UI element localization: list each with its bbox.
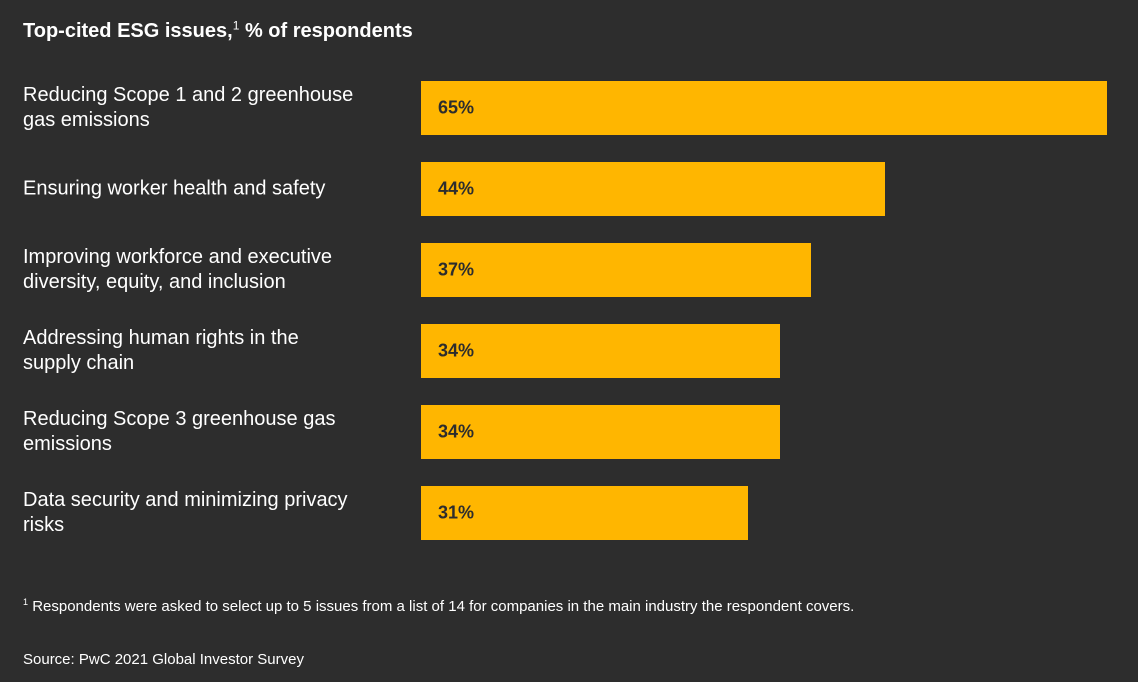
value-label: 44% xyxy=(438,178,475,199)
category-label: Addressing human rights in the supply ch… xyxy=(23,327,299,374)
chart-title: Top-cited ESG issues,1 % of respondents xyxy=(23,18,413,43)
category-label: Data security and minimizing privacy ris… xyxy=(23,489,348,536)
title-text: Top-cited ESG issues, xyxy=(23,20,233,42)
footnote-text: Respondents were asked to select up to 5… xyxy=(32,598,855,615)
bar xyxy=(421,243,812,297)
value-label: 31% xyxy=(438,502,475,523)
title-footnote-marker: 1 xyxy=(232,18,240,33)
bar xyxy=(421,324,780,378)
footnote-marker: 1 xyxy=(23,597,29,607)
bar xyxy=(421,405,780,459)
value-label: 34% xyxy=(438,340,475,361)
value-label: 34% xyxy=(438,421,475,442)
bar xyxy=(421,162,886,216)
bar xyxy=(421,486,749,540)
category-label: Ensuring worker health and safety xyxy=(23,177,326,200)
category-label: Reducing Scope 3 greenhouse gas emission… xyxy=(23,408,336,455)
bar xyxy=(421,81,1107,135)
footnote: 1 Respondents were asked to select up to… xyxy=(23,597,855,616)
value-label: 65% xyxy=(438,97,475,118)
category-label: Reducing Scope 1 and 2 greenhouse gas em… xyxy=(23,84,354,131)
source: Source: PwC 2021 Global Investor Survey xyxy=(23,651,304,668)
title-unit: % of respondents xyxy=(244,20,413,42)
value-label: 37% xyxy=(438,259,475,280)
category-label: Improving workforce and executive divers… xyxy=(23,246,333,293)
